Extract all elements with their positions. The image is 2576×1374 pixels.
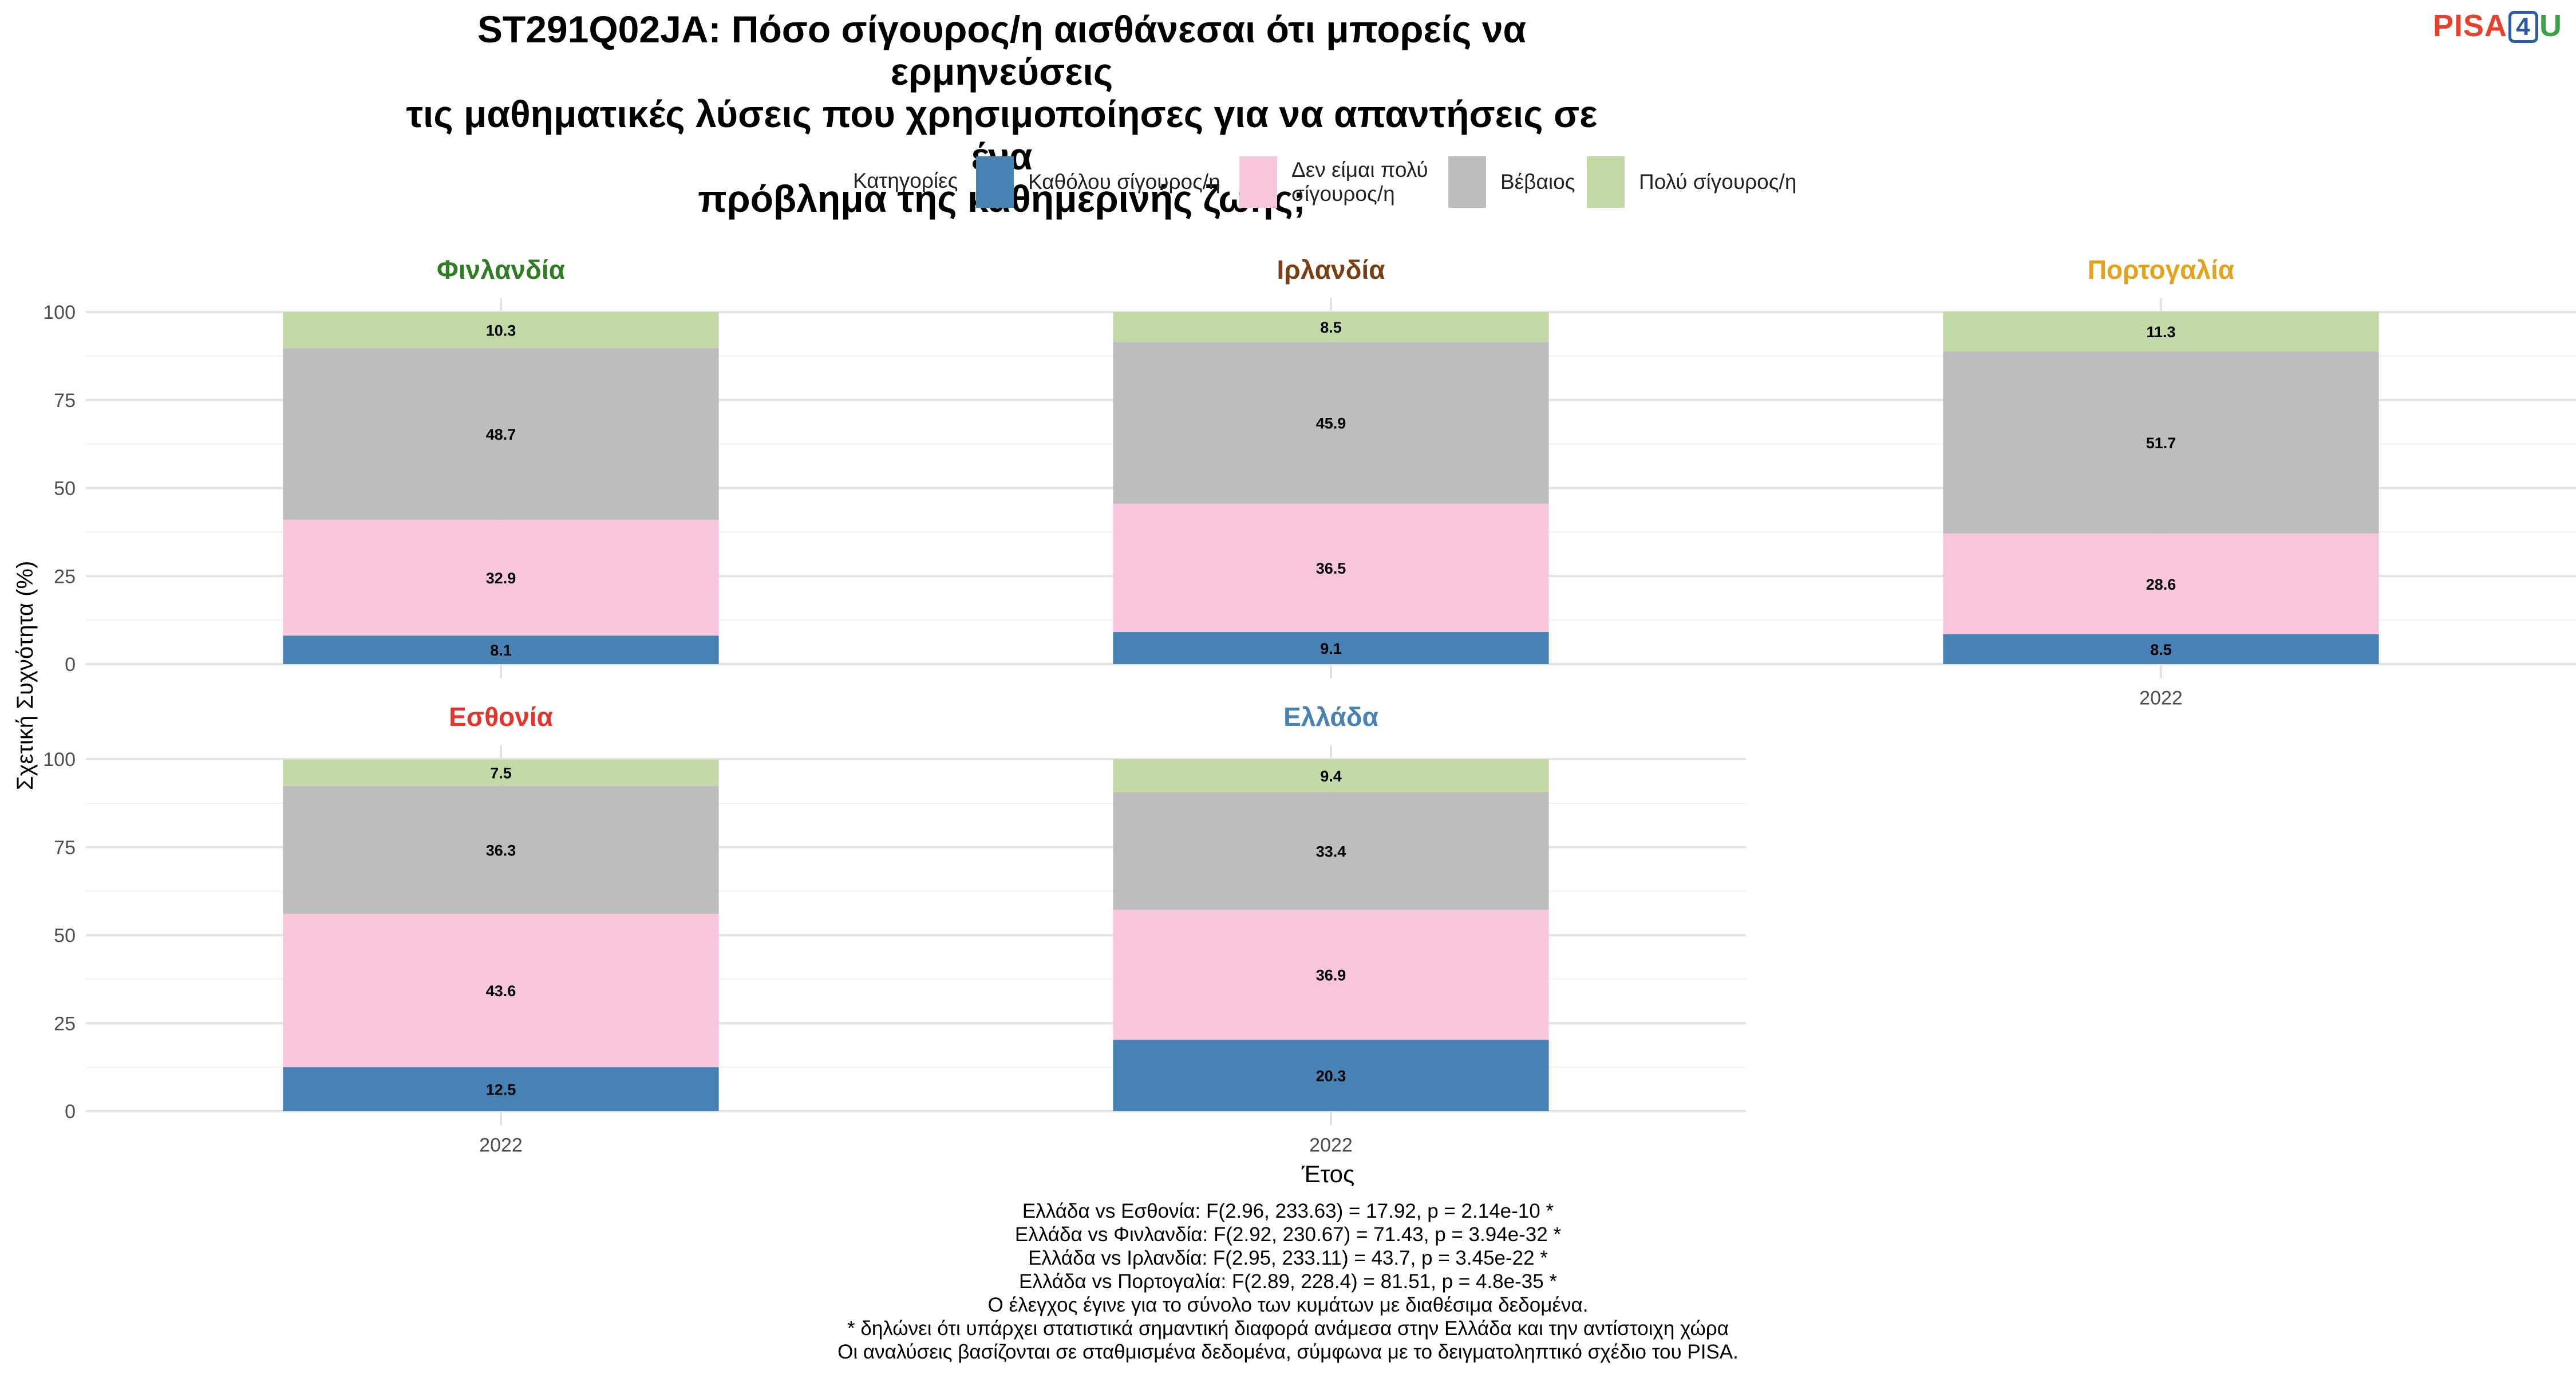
bar-segment [283, 348, 719, 520]
bar-segment [1113, 792, 1549, 910]
data-label: 20.3 [1316, 1068, 1346, 1085]
bar-segment [1113, 910, 1549, 1040]
bar-segment [283, 913, 719, 1068]
bar-segment [1113, 1040, 1549, 1111]
x-axis-label: Έτος [1301, 1160, 1355, 1187]
bar-segment [1113, 312, 1549, 342]
y-tick-label: 25 [54, 1013, 76, 1035]
legend-swatch [1448, 156, 1486, 208]
pisa4u-logo: PISA 4 U [2433, 8, 2562, 44]
panel-title: Ελλάδα [1283, 702, 1378, 732]
bar-segment [283, 312, 719, 349]
y-axis-label: Σχετική Συχνότητα (%) [13, 560, 38, 791]
bar-segment [1943, 634, 2379, 664]
caption-line: Ελλάδα vs Φινλανδία: F(2.92, 230.67) = 7… [1014, 1223, 1562, 1246]
data-label: 36.9 [1316, 967, 1346, 984]
bar-segment [283, 759, 719, 786]
bar-segment [283, 519, 719, 636]
legend-label: Πολύ σίγουρος/η [1639, 170, 1796, 194]
legend-label-line: Δεν είμαι πολύ [1291, 158, 1428, 181]
bar-segment [1943, 533, 2379, 634]
bar-segment [1943, 351, 2379, 534]
caption-line: * δηλώνει ότι υπάρχει στατιστικά σημαντι… [847, 1317, 1729, 1340]
caption-line: Ο έλεγχος έγινε για το σύνολο των κυμάτω… [987, 1294, 1589, 1316]
data-label: 12.5 [486, 1081, 516, 1099]
legend-label-line: Καθόλου σίγουρος/η [1028, 170, 1220, 194]
bar-segment [1113, 342, 1549, 504]
legend-title: Κατηγορίες [853, 169, 958, 192]
panel-title: Εσθονία [449, 702, 553, 732]
y-tick-label: 50 [54, 478, 76, 500]
bar-segment [1113, 503, 1549, 633]
data-label: 43.6 [486, 982, 516, 1000]
y-tick-label: 25 [54, 566, 76, 587]
x-tick-label: 2022 [479, 1135, 523, 1156]
data-label: 36.3 [486, 842, 516, 859]
legend-swatch [1587, 156, 1625, 208]
legend-label-line: σίγουρος/η [1291, 182, 1395, 206]
caption-line: Ελλάδα vs Πορτογαλία: F(2.89, 228.4) = 8… [1018, 1270, 1558, 1293]
caption-line: Ελλάδα vs Εσθονία: F(2.96, 233.63) = 17.… [1022, 1200, 1554, 1222]
data-label: 28.6 [2146, 576, 2176, 593]
data-label: 48.7 [486, 426, 516, 443]
y-tick-label: 100 [43, 302, 76, 323]
data-label: 8.5 [1320, 319, 1342, 336]
data-label: 9.1 [1320, 640, 1342, 657]
data-label: 9.4 [1320, 768, 1342, 785]
data-label: 8.1 [490, 642, 512, 659]
legend-label: Βέβαιος [1500, 170, 1575, 194]
bar-segment [283, 1067, 719, 1111]
data-label: 11.3 [2146, 323, 2175, 341]
data-label: 33.4 [1316, 843, 1346, 860]
legend-swatch [976, 156, 1014, 208]
y-tick-label: 0 [65, 1101, 76, 1123]
legend-label-line: Βέβαιος [1500, 170, 1575, 194]
logo-text: PISA [2432, 9, 2507, 43]
legend-swatch [1239, 156, 1277, 208]
x-tick-label: 2022 [1309, 1135, 1353, 1156]
bar-segment [1113, 632, 1549, 664]
title-line: ST291Q02JA: Πόσο σίγουρος/η αισθάνεσαι ό… [477, 8, 1527, 93]
data-label: 32.9 [486, 570, 516, 587]
caption: Ελλάδα vs Εσθονία: F(2.96, 233.63) = 17.… [630, 1199, 1946, 1364]
caption-line: Ελλάδα vs Ιρλανδία: F(2.95, 233.11) = 43… [1028, 1247, 1548, 1269]
legend-label-line: Πολύ σίγουρος/η [1639, 170, 1797, 194]
caption-line: Οι αναλύσεις βασίζονται σε σταθμισμένα δ… [837, 1341, 1739, 1363]
panel-title: Ιρλανδία [1277, 255, 1385, 285]
y-tick-label: 0 [65, 654, 76, 676]
y-tick-label: 100 [43, 749, 76, 771]
logo-number: 4 [2508, 11, 2538, 43]
data-label: 45.9 [1316, 414, 1346, 432]
data-label: 10.3 [486, 322, 516, 339]
data-label: 36.5 [1316, 560, 1346, 577]
legend-label: Καθόλου σίγουρος/η [1028, 170, 1220, 194]
bar-segment [283, 635, 719, 664]
y-tick-label: 75 [54, 390, 76, 412]
data-label: 7.5 [490, 765, 512, 782]
x-tick-label: 2022 [2139, 688, 2183, 709]
y-tick-label: 75 [54, 837, 76, 859]
legend-label: Δεν είμαι πολύ σίγουρος/η [1291, 158, 1428, 206]
panel-title: Πορτογαλία [2088, 255, 2234, 285]
data-label: 8.5 [2150, 641, 2172, 658]
bar-segment [1113, 759, 1549, 792]
panel-title: Φινλανδία [437, 255, 565, 285]
bar-segment [283, 785, 719, 914]
bar-segment [1943, 311, 2379, 352]
title-line: τις μαθηματικές λύσεις που χρησιμοποίησε… [406, 93, 1598, 177]
y-tick-label: 50 [54, 925, 76, 947]
logo-text: U [2539, 9, 2562, 43]
data-label: 51.7 [2146, 435, 2176, 452]
